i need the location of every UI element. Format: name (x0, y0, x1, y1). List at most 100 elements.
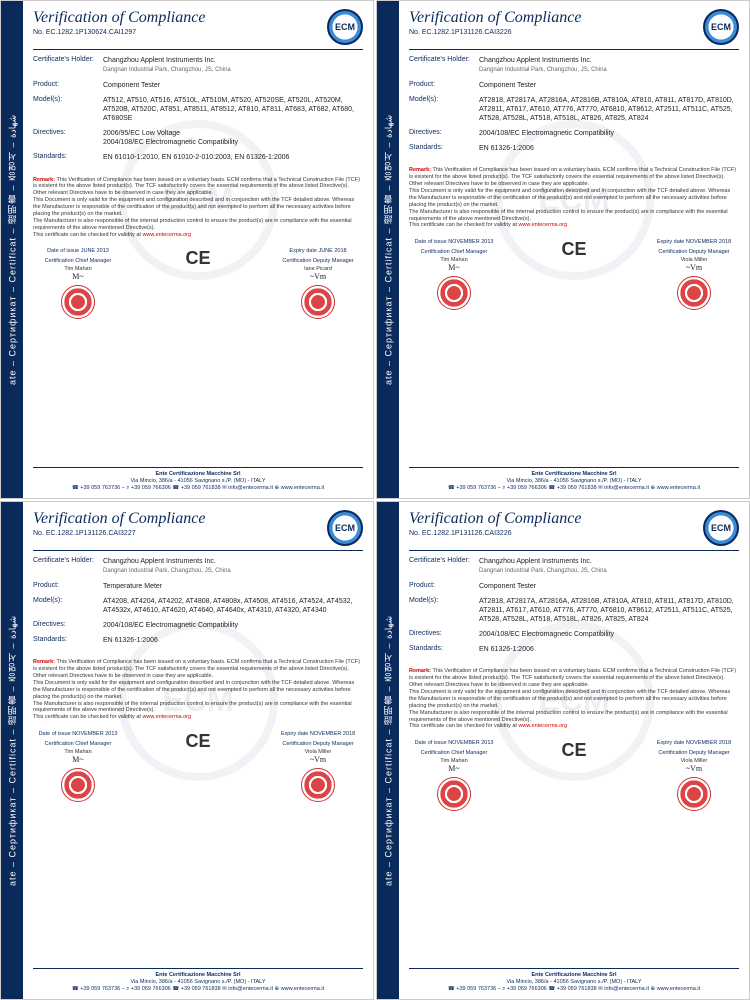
certificate-card: ate – Сертификат – Certificat – 證明書 – 증명… (376, 501, 750, 1000)
ecm-logo-icon: ECM (327, 9, 363, 45)
sig-left-title: Certification Chief Manager (409, 249, 499, 255)
label-holder: Certificate's Holder: (33, 56, 103, 75)
value-holder: Changzhou Applent Instruments Inc.Dangna… (479, 56, 739, 75)
ecm-logo-icon: ECM (703, 9, 739, 45)
ce-mark-icon: CE (185, 731, 210, 752)
value-models: AT512, AT510, AT516, AT510L, AT510M, AT5… (103, 96, 363, 123)
label-standards: Standards: (409, 144, 479, 153)
sig-right-title: Certification Deputy Manager (273, 741, 363, 747)
ecm-logo-icon: ECM (703, 510, 739, 546)
value-holder: Changzhou Applent Instruments Inc.Dangna… (103, 557, 363, 576)
label-product: Product: (33, 582, 103, 591)
label-directives: Directives: (33, 621, 103, 630)
label-standards: Standards: (33, 153, 103, 162)
label-models: Model(s): (33, 597, 103, 615)
certificate-footer: Ente Certificazione Macchine Srl Via Min… (33, 467, 363, 492)
label-standards: Standards: (409, 645, 479, 654)
seal-icon (61, 768, 95, 802)
certificate-sidebar: ate – Сертификат – Certificat – 證明書 – 증명… (377, 1, 399, 498)
certificate-body: ECM Verification of Compliance No. EC.12… (399, 1, 749, 498)
value-models: AT2818, AT2817A, AT2816A, AT2816B, AT810… (479, 96, 739, 123)
label-models: Model(s): (409, 96, 479, 123)
signature-icon: M~ (33, 755, 123, 764)
sig-right-title: Certification Deputy Manager (649, 750, 739, 756)
certificate-body: ECM Verification of Compliance No. EC.12… (23, 502, 373, 999)
certificate-sidebar: ate – Сертификат – Certificat – 證明書 – 증명… (1, 502, 23, 999)
label-holder: Certificate's Holder: (409, 56, 479, 75)
signature-icon: ~Vm (273, 755, 363, 764)
seal-icon (301, 285, 335, 319)
ce-mark-icon: CE (561, 740, 586, 761)
label-models: Model(s): (409, 597, 479, 624)
certificate-sidebar: ate – Сертификат – Certificat – 證明書 – 증명… (1, 1, 23, 498)
certificate-footer: Ente Certificazione Macchine Srl Via Min… (409, 467, 739, 492)
ce-mark-icon: CE (561, 239, 586, 260)
value-directives: 2004/108/EC Electromagnetic Compatibilit… (479, 129, 739, 138)
label-standards: Standards: (33, 636, 103, 645)
certificate-footer: Ente Certificazione Macchine Srl Via Min… (33, 968, 363, 993)
signature-icon: ~Vm (273, 272, 363, 281)
remark-block: Remark: This Verification of Compliance … (409, 167, 739, 229)
value-standards: EN 61326-1:2006 (479, 144, 739, 153)
value-product: Component Tester (479, 81, 739, 90)
value-directives: 2006/95/EC Low Voltage 2004/108/EC Elect… (103, 129, 363, 147)
sig-left-title: Certification Chief Manager (409, 750, 499, 756)
certificate-body: ECM Verification of Compliance No. EC.12… (23, 1, 373, 498)
certificate-number: No. EC.1282.1P131126.CAI3227 (33, 530, 205, 537)
seal-icon (677, 276, 711, 310)
certificate-footer: Ente Certificazione Macchine Srl Via Min… (409, 968, 739, 993)
label-models: Model(s): (33, 96, 103, 123)
sig-right-title: Certification Deputy Manager (273, 258, 363, 264)
sig-left-title: Certification Chief Manager (33, 741, 123, 747)
label-holder: Certificate's Holder: (33, 557, 103, 576)
value-product: Component Tester (479, 582, 739, 591)
signature-row: Date of issue NOVEMBER 2013 Certificatio… (409, 740, 739, 811)
certificate-body: ECM Verification of Compliance No. EC.12… (399, 502, 749, 999)
seal-icon (437, 276, 471, 310)
label-directives: Directives: (409, 630, 479, 639)
seal-icon (677, 777, 711, 811)
seal-icon (301, 768, 335, 802)
label-directives: Directives: (33, 129, 103, 147)
issue-date: Date of issue NOVEMBER 2013 (409, 239, 499, 245)
signature-row: Date of issue JUNE 2013 Certification Ch… (33, 248, 363, 319)
value-standards: EN 61010-1:2010, EN 61010-2-010:2003, EN… (103, 153, 363, 162)
signature-icon: M~ (409, 764, 499, 773)
certificate-number: No. EC.1282.1P131126.CAI3226 (409, 29, 581, 36)
value-product: Component Tester (103, 81, 363, 90)
ce-mark-icon: CE (185, 248, 210, 269)
value-models: AT2818, AT2817A, AT2816A, AT2816B, AT810… (479, 597, 739, 624)
value-standards: EN 61326-1:2006 (479, 645, 739, 654)
certificate-title: Verification of Compliance (409, 9, 581, 27)
expiry-date: Expiry date JUNE 2018 (273, 248, 363, 254)
label-directives: Directives: (409, 129, 479, 138)
seal-icon (61, 285, 95, 319)
signature-icon: ~Vm (649, 263, 739, 272)
certificate-card: ate – Сертификат – Certificat – 證明書 – 증명… (0, 501, 374, 1000)
certificate-sidebar: ate – Сертификат – Certificat – 證明書 – 증명… (377, 502, 399, 999)
expiry-date: Expiry date NOVEMBER 2018 (649, 740, 739, 746)
signature-icon: M~ (33, 272, 123, 281)
label-product: Product: (33, 81, 103, 90)
value-directives: 2004/108/EC Electromagnetic Compatibilit… (103, 621, 363, 630)
remark-block: Remark: This Verification of Compliance … (33, 659, 363, 721)
certificate-number: No. EC.1282.1P130624.CAI1297 (33, 29, 205, 36)
value-standards: EN 61326-1:2006 (103, 636, 363, 645)
expiry-date: Expiry date NOVEMBER 2018 (649, 239, 739, 245)
label-product: Product: (409, 582, 479, 591)
label-product: Product: (409, 81, 479, 90)
certificate-number: No. EC.1282.1P131126.CAI3226 (409, 530, 581, 537)
ecm-logo-icon: ECM (327, 510, 363, 546)
label-holder: Certificate's Holder: (409, 557, 479, 576)
signature-row: Date of issue NOVEMBER 2013 Certificatio… (409, 239, 739, 310)
seal-icon (437, 777, 471, 811)
certificate-title: Verification of Compliance (33, 510, 205, 528)
sig-left-title: Certification Chief Manager (33, 258, 123, 264)
certificate-title: Verification of Compliance (33, 9, 205, 27)
signature-icon: M~ (409, 263, 499, 272)
value-directives: 2004/108/EC Electromagnetic Compatibilit… (479, 630, 739, 639)
value-models: AT4208, AT4204, AT4202, AT4808, AT4808x,… (103, 597, 363, 615)
signature-icon: ~Vm (649, 764, 739, 773)
expiry-date: Expiry date NOVEMBER 2018 (273, 731, 363, 737)
certificate-card: ate – Сертификат – Certificat – 證明書 – 증명… (0, 0, 374, 499)
